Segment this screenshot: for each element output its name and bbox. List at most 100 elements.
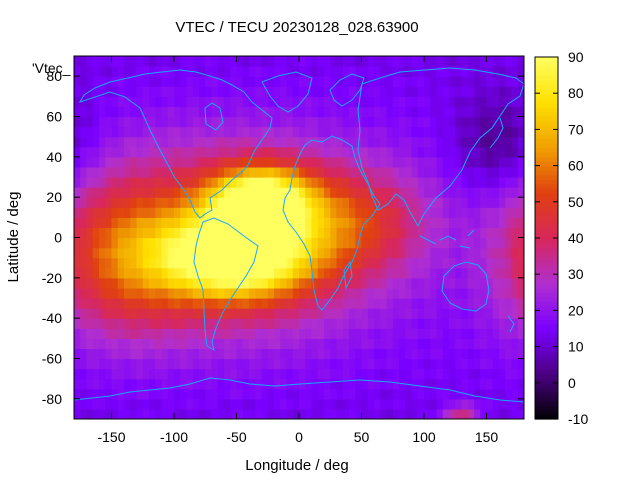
heatmap-cell (330, 86, 338, 97)
heatmap-cell (367, 106, 375, 118)
heatmap-cell (267, 398, 275, 410)
heatmap-cell (211, 126, 219, 138)
heatmap-cell (80, 358, 88, 370)
heatmap-cell (361, 187, 369, 198)
heatmap-cell (505, 378, 513, 390)
heatmap-cell (186, 116, 194, 128)
heatmap-cell (311, 398, 319, 410)
heatmap-cell (261, 358, 269, 370)
heatmap-cell (424, 207, 431, 218)
heatmap-cell (292, 318, 300, 329)
heatmap-cell (305, 358, 313, 370)
heatmap-cell (299, 56, 306, 67)
heatmap-cell (474, 348, 481, 360)
heatmap-cell (142, 247, 150, 259)
heatmap-cell (217, 287, 225, 299)
heatmap-cell (455, 277, 463, 289)
heatmap-cell (286, 388, 294, 400)
heatmap-cell (180, 217, 188, 229)
colorbar-segment (535, 414, 558, 420)
heatmap-cell (361, 56, 369, 67)
heatmap-cell (305, 388, 313, 400)
heatmap-cell (192, 156, 200, 168)
heatmap-cell (292, 146, 300, 158)
heatmap-cell (261, 76, 269, 87)
heatmap-cell (286, 187, 294, 198)
heatmap-cell (374, 388, 381, 400)
heatmap-cell (199, 156, 206, 168)
heatmap-cell (130, 56, 138, 67)
heatmap-cell (480, 136, 488, 148)
heatmap-cell (480, 358, 488, 370)
heatmap-cell (424, 106, 431, 118)
heatmap-cell (124, 126, 131, 138)
heatmap-cell (361, 237, 369, 249)
heatmap-cell (211, 156, 219, 168)
heatmap-cell (511, 207, 519, 218)
heatmap-cell (180, 156, 188, 168)
heatmap-cell (255, 378, 263, 390)
heatmap-cell (449, 96, 456, 108)
heatmap-cell (255, 217, 263, 229)
heatmap-cell (136, 338, 144, 350)
heatmap-cell (455, 106, 463, 118)
heatmap-cell (430, 86, 438, 97)
heatmap-cell (299, 247, 306, 259)
heatmap-cell (411, 217, 419, 229)
heatmap-cell (461, 237, 469, 249)
heatmap-cell (392, 56, 400, 67)
heatmap-cell (455, 398, 463, 410)
heatmap-cell (230, 257, 238, 269)
heatmap-cell (299, 308, 306, 319)
heatmap-cell (142, 66, 150, 77)
heatmap-cell (486, 156, 494, 168)
heatmap-cell (361, 197, 369, 208)
heatmap-cell (224, 56, 231, 67)
heatmap-cell (180, 76, 188, 87)
heatmap-cell (386, 298, 394, 309)
heatmap-cell (99, 318, 106, 329)
heatmap-cell (105, 247, 113, 259)
heatmap-cell (105, 177, 113, 188)
heatmap-cell (505, 146, 513, 158)
heatmap-cell (449, 166, 456, 178)
heatmap-cell (92, 66, 100, 77)
heatmap-cell (105, 166, 113, 178)
colorbar-segment (535, 405, 558, 411)
heatmap-cell (142, 197, 150, 208)
heatmap-cell (280, 338, 288, 350)
heatmap-cell (392, 378, 400, 390)
heatmap-cell (117, 86, 125, 97)
heatmap-cell (80, 308, 88, 319)
heatmap-cell (380, 156, 388, 168)
x-axis: -150 -100 -50 0 50 100 150 (97, 56, 498, 445)
colorbar-segment (535, 115, 558, 121)
heatmap-cell (324, 378, 331, 390)
heatmap-cell (361, 116, 369, 128)
heatmap-cell (324, 318, 331, 329)
heatmap-cell (324, 86, 331, 97)
heatmap-cell (349, 368, 356, 380)
heatmap-cell (467, 298, 475, 309)
heatmap-cell (174, 408, 181, 419)
heatmap-cell (236, 318, 244, 329)
heatmap-cell (442, 287, 450, 299)
heatmap-cell (105, 388, 113, 400)
colorbar-segment (535, 206, 558, 212)
heatmap-cell (211, 136, 219, 148)
heatmap-cell (442, 358, 450, 370)
heatmap-cell (486, 398, 494, 410)
heatmap-cell (330, 237, 338, 249)
heatmap-cell (486, 166, 494, 178)
heatmap-cell (305, 368, 313, 380)
heatmap-cell (186, 298, 194, 309)
heatmap-cell (499, 66, 506, 77)
heatmap-cell (311, 96, 319, 108)
heatmap-cell (311, 338, 319, 350)
heatmap-cell (174, 358, 181, 370)
heatmap-cell (224, 287, 231, 299)
heatmap-cell (192, 287, 200, 299)
heatmap-cell (380, 247, 388, 259)
heatmap-cell (492, 227, 500, 239)
heatmap-cell (330, 187, 338, 198)
